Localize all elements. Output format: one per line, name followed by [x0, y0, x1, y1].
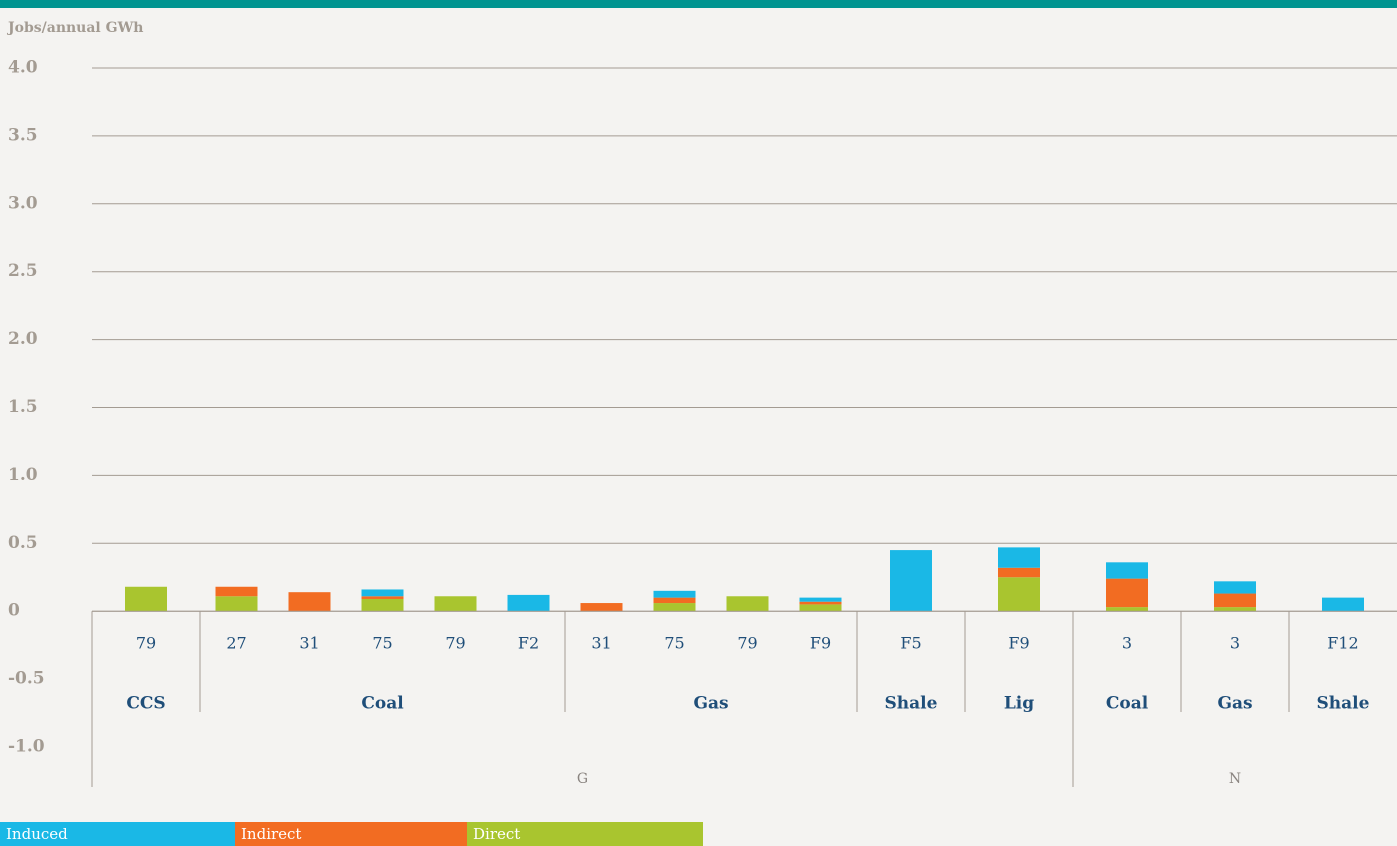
- bar-segment: [288, 592, 331, 612]
- legend-label: Induced: [6, 825, 68, 843]
- legend-label: Indirect: [241, 825, 301, 843]
- bar-segment: [361, 598, 404, 612]
- bar-segment: [215, 586, 258, 597]
- group-label: Lig: [1004, 694, 1034, 714]
- group-label: Gas: [1217, 694, 1252, 714]
- bar-segment: [998, 577, 1040, 612]
- group-label: Coal: [1106, 694, 1149, 714]
- y-tick-label: 3.0: [8, 193, 38, 213]
- x-tick-label: 3: [1230, 634, 1240, 653]
- x-tick-label: F12: [1327, 634, 1358, 653]
- x-tick-label: 75: [372, 634, 392, 653]
- bar-segment: [507, 594, 550, 612]
- y-tick-label: 4.0: [8, 58, 38, 78]
- bar-segment: [215, 596, 258, 612]
- group-label: Shale: [1317, 694, 1370, 714]
- y-tick-label: -0.5: [8, 669, 45, 689]
- x-tick-label: F5: [900, 634, 921, 653]
- group-label: Shale: [885, 694, 938, 714]
- bar-segment: [125, 586, 167, 612]
- group-label: Gas: [693, 694, 728, 714]
- bar-segment: [434, 596, 477, 612]
- supergroup-label: G: [577, 771, 588, 787]
- y-tick-label: -1.0: [8, 737, 45, 757]
- legend-swatch: [467, 822, 703, 846]
- bar-segment: [1214, 607, 1256, 612]
- bar-segment: [361, 596, 404, 599]
- y-tick-label: 2.5: [8, 261, 38, 281]
- bar-segment: [653, 597, 696, 604]
- x-tick-label: 79: [737, 634, 757, 653]
- bar-segment: [1322, 597, 1364, 612]
- bar-segment: [890, 550, 932, 612]
- x-tick-label: 31: [591, 634, 611, 653]
- x-tick-label: 75: [664, 634, 684, 653]
- bar-segment: [653, 590, 696, 598]
- x-tick-label: 31: [299, 634, 319, 653]
- bar-segment: [998, 567, 1040, 578]
- bar-segment: [1214, 593, 1256, 608]
- bar-segment: [799, 604, 842, 612]
- bar-segment: [653, 603, 696, 612]
- x-tick-label: 79: [136, 634, 156, 653]
- bar-segment: [799, 601, 842, 605]
- legend-swatch: [0, 822, 235, 846]
- bar-segment: [1106, 578, 1148, 608]
- y-tick-label: 2.0: [8, 329, 38, 349]
- x-tick-label: F2: [518, 634, 539, 653]
- bar-segment: [361, 589, 404, 597]
- bar-segment: [726, 596, 769, 612]
- x-tick-label: F9: [810, 634, 831, 653]
- x-tick-label: F9: [1008, 634, 1029, 653]
- y-tick-label: 0.5: [8, 533, 38, 553]
- bar-segment: [580, 603, 623, 612]
- group-label: CCS: [126, 694, 165, 714]
- y-tick-label: 0: [8, 601, 20, 621]
- bar-segment: [1106, 562, 1148, 579]
- y-tick-label: 1.5: [8, 397, 38, 417]
- x-tick-label: 79: [445, 634, 465, 653]
- y-axis-title: Jobs/annual GWh: [6, 20, 143, 36]
- group-label: Coal: [361, 694, 404, 714]
- supergroup-label: N: [1229, 771, 1241, 787]
- bar-segment: [1214, 581, 1256, 594]
- x-tick-label: 27: [226, 634, 246, 653]
- bar-segment: [998, 547, 1040, 568]
- legend-swatch: [235, 822, 467, 846]
- legend-label: Direct: [473, 825, 520, 843]
- bar-segment: [1106, 607, 1148, 612]
- y-tick-label: 3.5: [8, 125, 38, 145]
- x-tick-label: 3: [1122, 634, 1132, 653]
- top-band: [0, 0, 1397, 8]
- y-tick-label: 1.0: [8, 465, 38, 485]
- bar-segment: [799, 597, 842, 602]
